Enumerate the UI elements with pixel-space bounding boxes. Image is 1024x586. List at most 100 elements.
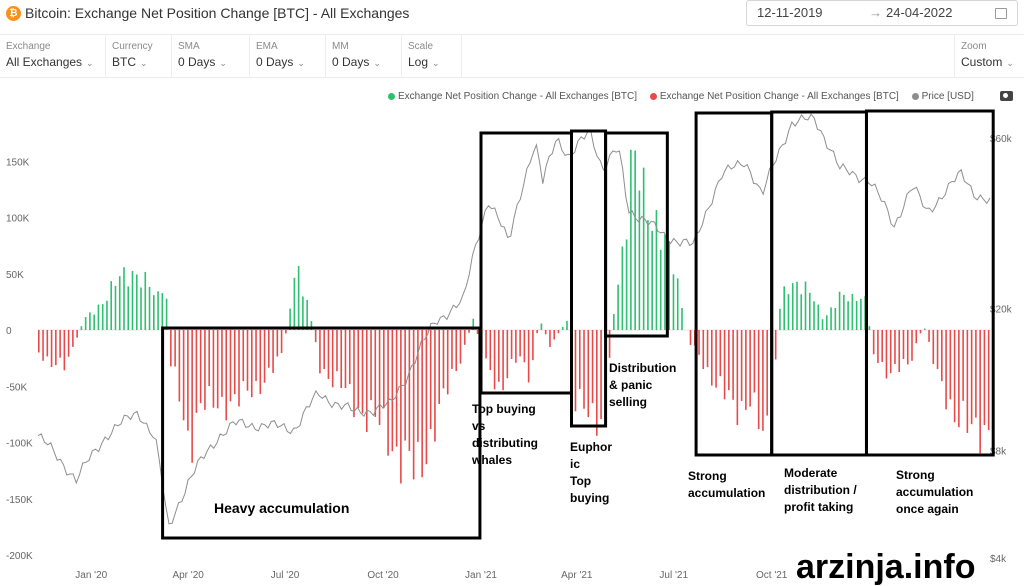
- legend-item-positive[interactable]: Exchange Net Position Change - All Excha…: [388, 91, 637, 102]
- sma-select[interactable]: SMA 0 Days ⌄: [172, 35, 250, 77]
- net-change-bar: [306, 299, 308, 330]
- net-change-bar: [740, 330, 743, 401]
- y2-tick-label: $4k: [990, 554, 1007, 565]
- net-change-bar: [987, 330, 990, 431]
- annotation-label: & panic: [609, 378, 653, 392]
- net-change-bar: [310, 321, 313, 330]
- net-change-bar: [953, 330, 956, 423]
- y-tick-label: 100K: [6, 214, 30, 225]
- sma-value[interactable]: 0 Days: [178, 55, 216, 69]
- net-change-bar: [451, 330, 453, 369]
- net-change-bar: [962, 330, 964, 401]
- y-tick-label: -100K: [6, 439, 33, 450]
- scale-label: Scale: [408, 41, 434, 52]
- net-change-bar: [89, 312, 91, 330]
- net-change-bar: [502, 330, 504, 391]
- legend-item-price[interactable]: Price [USD]: [911, 91, 974, 102]
- net-change-bar: [225, 330, 228, 421]
- zoom-select[interactable]: Zoom Custom ⌄: [954, 35, 1024, 77]
- net-change-bar: [323, 330, 325, 370]
- net-change-bar: [314, 330, 317, 343]
- annotation-label: once again: [896, 502, 959, 516]
- calendar-icon[interactable]: [995, 8, 1007, 19]
- net-change-bar: [135, 274, 138, 330]
- net-change-bar: [302, 296, 304, 330]
- net-change-bar: [327, 330, 330, 380]
- header: ₿ Bitcoin: Exchange Net Position Change …: [0, 0, 1024, 30]
- net-change-bar: [851, 293, 854, 330]
- date-range-picker[interactable]: 12-11-2019 → 24-04-2022: [746, 0, 1018, 26]
- net-change-bar: [263, 330, 266, 383]
- net-change-bar: [131, 270, 134, 330]
- net-change-bar: [297, 265, 300, 330]
- date-to[interactable]: 24-04-2022: [886, 5, 953, 20]
- y-tick-label: -50K: [6, 382, 27, 393]
- net-change-bar: [365, 330, 368, 433]
- x-tick-label: Jan '21: [465, 570, 497, 581]
- net-change-bar: [285, 330, 287, 334]
- net-change-bar: [208, 330, 210, 387]
- net-change-bar: [941, 330, 943, 382]
- net-change-bar: [493, 330, 496, 390]
- net-change-bar: [779, 308, 781, 330]
- net-change-bar: [250, 330, 253, 398]
- bitcoin-icon: ₿: [6, 6, 21, 21]
- net-change-bar: [804, 281, 807, 330]
- exchange-select[interactable]: Exchange All Exchanges ⌄: [0, 35, 106, 77]
- net-change-bar: [233, 330, 236, 395]
- net-change-bar: [476, 330, 479, 335]
- camera-icon[interactable]: [1000, 91, 1013, 101]
- net-change-bar: [791, 283, 794, 330]
- net-change-bar: [945, 330, 947, 410]
- legend-item-negative[interactable]: Exchange Net Position Change - All Excha…: [649, 91, 899, 102]
- net-change-bar: [455, 330, 458, 371]
- net-change-bar: [123, 267, 125, 330]
- net-change-bar: [698, 330, 700, 355]
- x-tick-label: Jan '20: [75, 570, 107, 581]
- net-change-bar: [199, 330, 202, 404]
- annotation-label: whales: [471, 453, 512, 467]
- net-change-bar: [949, 330, 952, 400]
- net-change-bar: [757, 330, 760, 430]
- net-change-bar: [348, 330, 351, 385]
- net-change-bar: [80, 326, 83, 330]
- net-change-bar: [774, 330, 777, 360]
- currency-value[interactable]: BTC: [112, 55, 136, 69]
- net-change-bar: [165, 298, 168, 330]
- net-change-bar: [395, 330, 398, 447]
- annotation-label: distribution /: [784, 483, 857, 497]
- mm-value[interactable]: 0 Days: [332, 55, 370, 69]
- net-change-bar: [536, 330, 538, 334]
- net-change-bar: [204, 330, 206, 410]
- currency-select[interactable]: Currency BTC ⌄: [106, 35, 172, 77]
- annotation-label: ic: [570, 457, 580, 471]
- ema-select[interactable]: EMA 0 Days ⌄: [250, 35, 326, 77]
- net-change-bar: [826, 315, 828, 330]
- net-change-bar: [216, 330, 219, 409]
- date-from[interactable]: 12-11-2019: [757, 5, 823, 20]
- net-change-bar: [817, 304, 820, 330]
- sma-label: SMA: [178, 41, 200, 52]
- ema-value[interactable]: 0 Days: [256, 55, 294, 69]
- exchange-value[interactable]: All Exchanges: [6, 55, 83, 69]
- net-change-bar: [191, 330, 193, 463]
- net-change-bar: [906, 330, 909, 365]
- net-change-bar: [84, 317, 87, 330]
- net-change-bar: [157, 291, 159, 330]
- net-change-bar: [958, 330, 960, 428]
- net-change-bar: [813, 301, 815, 330]
- zoom-value[interactable]: Custom: [961, 55, 1003, 69]
- watermark: arzinja.info: [790, 548, 982, 586]
- net-change-bar: [600, 330, 602, 420]
- mm-select[interactable]: MM 0 Days ⌄: [326, 35, 402, 77]
- scale-value[interactable]: Log: [408, 55, 429, 69]
- annotation-label: profit taking: [784, 500, 853, 514]
- net-change-bar: [889, 330, 892, 374]
- net-change-bar: [259, 330, 262, 394]
- net-change-bar: [178, 330, 181, 402]
- annotation-label: Strong: [688, 469, 727, 483]
- net-change-bar: [246, 330, 249, 391]
- net-change-bar: [370, 330, 372, 401]
- scale-select[interactable]: Scale Log ⌄: [402, 35, 462, 77]
- net-change-bar: [468, 330, 470, 333]
